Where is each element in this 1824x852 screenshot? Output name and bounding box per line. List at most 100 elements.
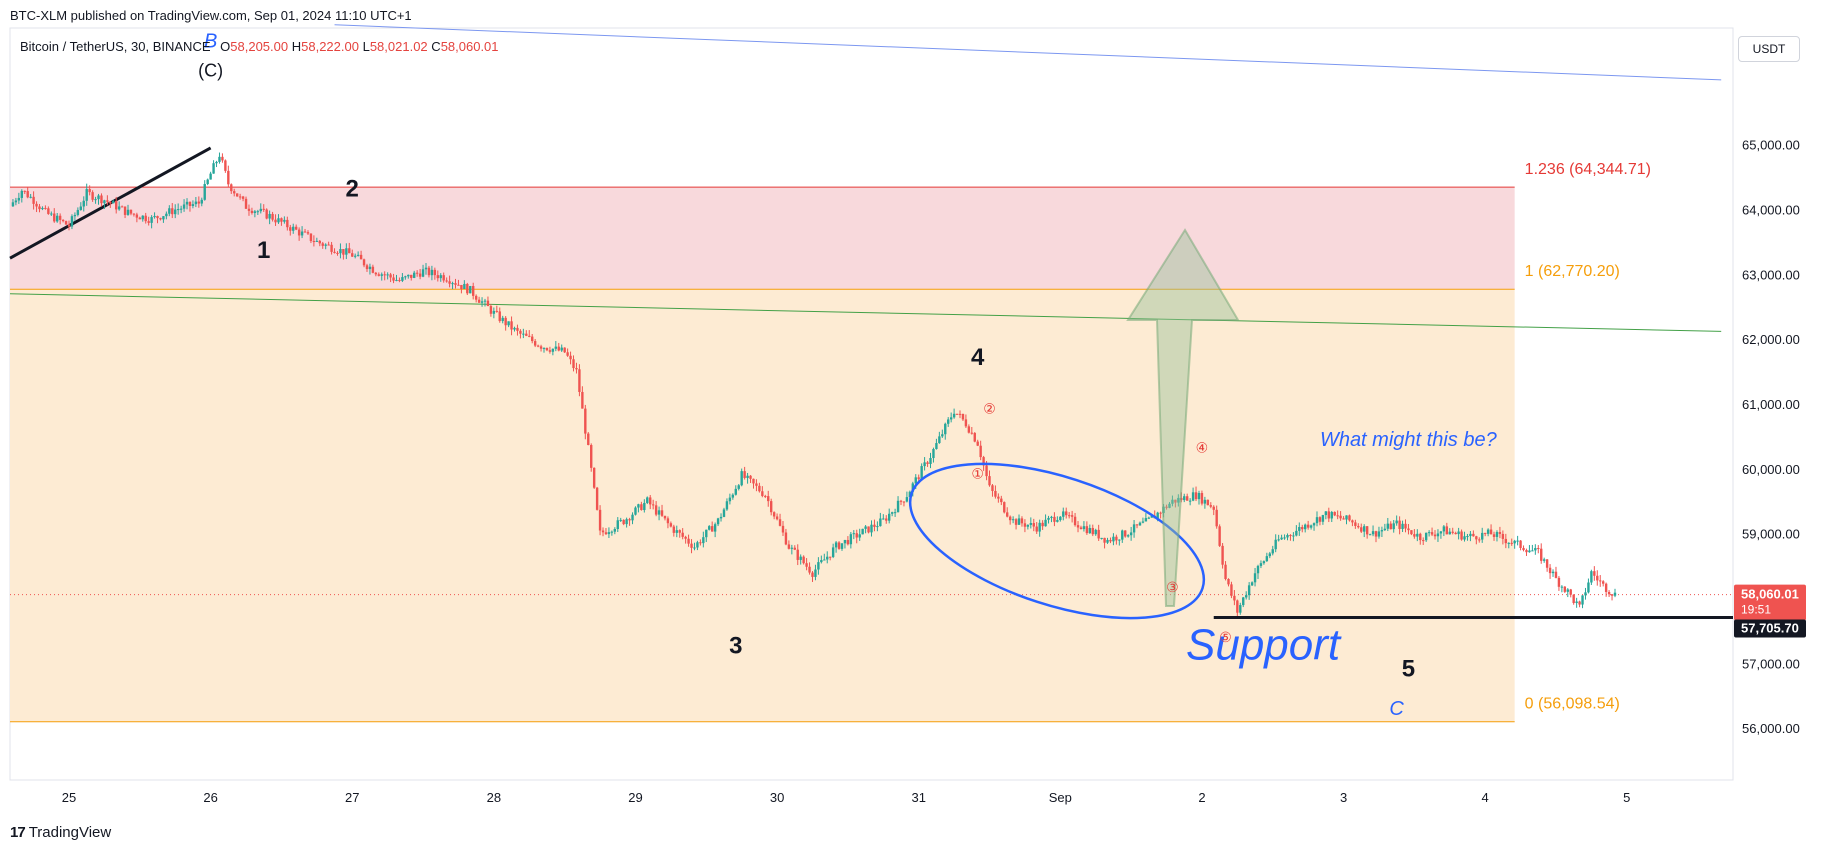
candle-body xyxy=(171,208,174,215)
candle-body xyxy=(1171,499,1174,504)
candle-body xyxy=(410,274,413,278)
candle-body xyxy=(1020,518,1024,524)
tradingview-brand[interactable]: 17 TradingView xyxy=(10,824,111,841)
candle-body xyxy=(858,534,861,538)
candle-body xyxy=(1498,532,1502,534)
candle-body xyxy=(469,286,472,294)
candle-body xyxy=(722,509,726,517)
candle-body xyxy=(947,419,950,424)
candle-body xyxy=(492,310,496,314)
candle-body xyxy=(1542,559,1546,561)
candle-body xyxy=(823,559,826,561)
candle-body xyxy=(1537,548,1540,550)
candle-body xyxy=(1023,523,1027,527)
candle-body xyxy=(436,275,439,279)
candle-body xyxy=(1422,540,1425,542)
candle-body xyxy=(755,483,758,486)
candle-body xyxy=(215,161,218,164)
candle-body xyxy=(398,279,401,281)
candle-body xyxy=(536,345,540,347)
candle-body xyxy=(1560,586,1564,588)
candle-body xyxy=(421,269,425,277)
candle-body xyxy=(1227,579,1230,585)
candle-body xyxy=(489,306,493,314)
candle-body xyxy=(212,163,215,174)
candle-body xyxy=(383,274,386,276)
candle-body xyxy=(1230,584,1233,596)
candle-body xyxy=(917,477,920,479)
candle-body xyxy=(964,419,968,427)
candle-body xyxy=(1419,533,1422,541)
candle-body xyxy=(1168,503,1171,508)
candle-body xyxy=(1368,534,1372,536)
candle-body xyxy=(1534,548,1537,551)
candle-body xyxy=(595,487,599,510)
candle-body xyxy=(330,244,333,252)
candle-body xyxy=(176,209,180,211)
candle-body xyxy=(1590,571,1593,583)
candle-body xyxy=(353,255,357,257)
candle-body xyxy=(1613,592,1617,596)
candle-body xyxy=(1383,528,1387,531)
candle-body xyxy=(224,160,227,171)
candle-body xyxy=(716,518,720,525)
candle-body xyxy=(200,199,203,204)
candle-body xyxy=(235,193,239,197)
candle-body xyxy=(103,200,106,204)
currency-button[interactable]: USDT xyxy=(1738,36,1800,62)
candle-body xyxy=(259,208,262,212)
candle-body xyxy=(861,528,864,535)
minor-wave-label-4: ⑤ xyxy=(1219,629,1232,645)
x-tick-7: Sep xyxy=(1049,790,1072,805)
candle-body xyxy=(1121,530,1124,540)
candle-body xyxy=(1501,533,1505,539)
candle-body xyxy=(1035,526,1038,532)
candle-body xyxy=(666,518,670,524)
candle-body xyxy=(1416,533,1419,537)
candle-body xyxy=(1191,492,1195,501)
candle-body xyxy=(1548,567,1552,574)
candle-body xyxy=(430,269,434,276)
symbol-title[interactable]: Bitcoin / TetherUS, 30, BINANCE xyxy=(20,39,211,54)
candle-body xyxy=(888,513,891,521)
candle-body xyxy=(294,226,298,230)
candle-body xyxy=(657,510,661,515)
candle-body xyxy=(1053,516,1056,522)
candle-body xyxy=(418,273,422,277)
candle-body xyxy=(1486,529,1490,534)
y-tick-3: 59,000.00 xyxy=(1742,527,1800,542)
candle-body xyxy=(1221,545,1224,565)
candle-body xyxy=(1545,559,1549,568)
fib-label-0: 1.236 (64,344.71) xyxy=(1525,161,1651,178)
candle-body xyxy=(649,497,652,505)
candle-body xyxy=(76,209,80,215)
y-tick-7: 63,000.00 xyxy=(1742,267,1800,282)
candle-body xyxy=(292,226,295,231)
candle-body xyxy=(1304,524,1307,530)
candle-body xyxy=(1569,589,1572,595)
candle-body xyxy=(1333,511,1336,516)
candle-body xyxy=(693,547,696,549)
candle-body xyxy=(1404,523,1407,529)
candle-body xyxy=(1522,547,1525,551)
candle-body xyxy=(1256,565,1260,574)
candle-body xyxy=(277,218,280,223)
candle-body xyxy=(1236,600,1239,613)
candle-body xyxy=(876,526,879,528)
candle-body xyxy=(539,346,543,349)
candle-body xyxy=(230,184,233,192)
candle-body xyxy=(262,208,265,210)
candle-body xyxy=(1070,515,1074,517)
candle-body xyxy=(88,189,91,193)
candle-body xyxy=(743,471,746,478)
candle-body xyxy=(684,536,687,539)
candle-body xyxy=(1380,530,1384,532)
candle-body xyxy=(545,347,549,351)
candle-body xyxy=(873,524,876,527)
candle-body xyxy=(1301,527,1304,530)
candle-body xyxy=(1460,531,1463,540)
candle-body xyxy=(1557,577,1561,587)
candle-body xyxy=(528,335,531,337)
candle-body xyxy=(581,391,584,409)
